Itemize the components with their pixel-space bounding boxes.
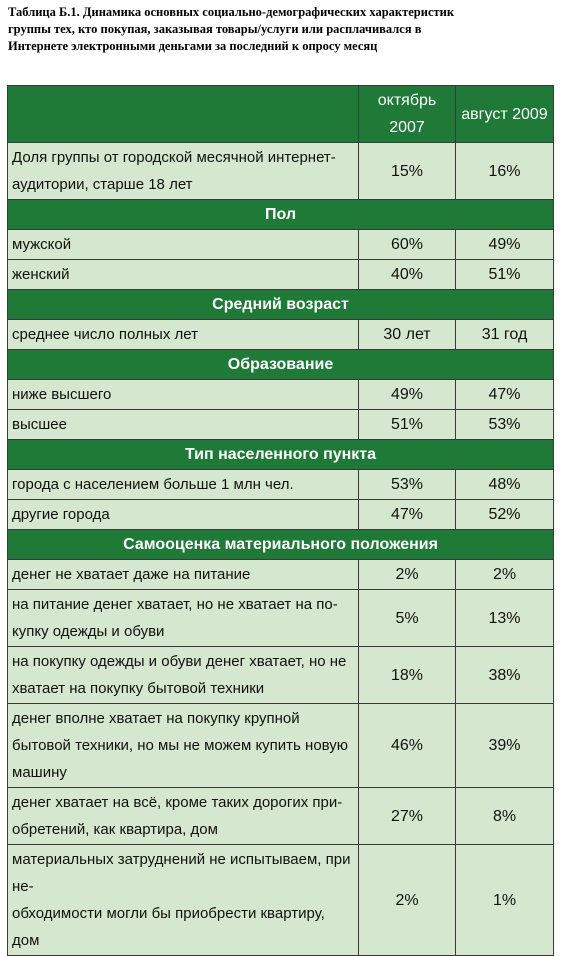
value-cell: 39% <box>455 703 554 788</box>
value-cell: 40% <box>358 259 456 290</box>
row-label: Доля группы от городской месячной интерн… <box>7 142 359 200</box>
value-cell: 2% <box>455 559 554 590</box>
column-header: октябрь 2007 <box>358 85 456 143</box>
value-cell: 16% <box>455 142 554 200</box>
data-row: на покупку одежды и обуви денег хватает,… <box>7 646 554 704</box>
data-row: мужской 60% 49% <box>7 229 554 260</box>
section-title: Тип населенного пункта <box>7 439 554 470</box>
data-row: города с населением больше 1 млн чел. 53%… <box>7 469 554 500</box>
data-row: денег не хватает даже на питание 2% 2% <box>7 559 554 590</box>
value-cell: 27% <box>358 787 456 845</box>
row-label: ниже высшего <box>7 379 359 410</box>
value-cell: 49% <box>358 379 456 410</box>
page: Таблица Б.1. Динамика основных социально… <box>7 5 554 956</box>
row-label: мужской <box>7 229 359 260</box>
value-cell: 53% <box>358 469 456 500</box>
section-title: Средний возраст <box>7 289 554 320</box>
value-cell: 47% <box>455 379 554 410</box>
row-label: среднее число полных лет <box>7 319 359 350</box>
section-title: Образование <box>7 349 554 380</box>
row-label: денег не хватает даже на питание <box>7 559 359 590</box>
data-row: Доля группы от городской месячной интерн… <box>7 142 554 200</box>
table-title: Таблица Б.1. Динамика основных социально… <box>8 5 455 53</box>
value-cell: 18% <box>358 646 456 704</box>
value-cell: 47% <box>358 499 456 530</box>
value-cell: 51% <box>455 259 554 290</box>
row-label: денег хватает на всё, кроме таких дороги… <box>7 787 359 845</box>
row-label: другие города <box>7 499 359 530</box>
data-row: среднее число полных лет 30 лет 31 год <box>7 319 554 350</box>
column-header: август 2009 <box>455 85 554 143</box>
value-cell: 49% <box>455 229 554 260</box>
row-label: на покупку одежды и обуви денег хватает,… <box>7 646 359 704</box>
header-row: октябрь 2007 август 2009 <box>7 85 554 143</box>
data-row: материальных затруднений не испытываем, … <box>7 844 554 956</box>
value-cell: 51% <box>358 409 456 440</box>
value-cell: 1% <box>455 844 554 956</box>
row-label: денег вполне хватает на покупку крупной … <box>7 703 359 788</box>
value-cell: 13% <box>455 589 554 647</box>
row-label: высшее <box>7 409 359 440</box>
value-cell: 31 год <box>455 319 554 350</box>
row-label: женский <box>7 259 359 290</box>
section-row: Тип населенного пункта <box>7 439 554 470</box>
header-cell <box>7 85 359 143</box>
value-cell: 2% <box>358 844 456 956</box>
section-title: Самооценка материального положения <box>7 529 554 560</box>
table-body: октябрь 2007 август 2009 Доля группы от го… <box>7 85 554 956</box>
value-cell: 46% <box>358 703 456 788</box>
value-cell: 2% <box>358 559 456 590</box>
value-cell: 48% <box>455 469 554 500</box>
section-row: Пол <box>7 199 554 230</box>
value-cell: 60% <box>358 229 456 260</box>
data-row: ниже высшего 49% 47% <box>7 379 554 410</box>
value-cell: 53% <box>455 409 554 440</box>
data-row: женский 40% 51% <box>7 259 554 290</box>
data-row: на питание денег хватает, но не хватает … <box>7 589 554 647</box>
section-title: Пол <box>7 199 554 230</box>
data-row: другие города 47% 52% <box>7 499 554 530</box>
section-row: Образование <box>7 349 554 380</box>
value-cell: 15% <box>358 142 456 200</box>
row-label: материальных затруднений не испытываем, … <box>7 844 359 956</box>
section-row: Самооценка материального положения <box>7 529 554 560</box>
value-cell: 52% <box>455 499 554 530</box>
row-label: на питание денег хватает, но не хватает … <box>7 589 359 647</box>
value-cell: 5% <box>358 589 456 647</box>
data-table: октябрь 2007 август 2009 Доля группы от го… <box>7 85 554 956</box>
value-cell: 30 лет <box>358 319 456 350</box>
value-cell: 38% <box>455 646 554 704</box>
data-row: денег вполне хватает на покупку крупной … <box>7 703 554 788</box>
data-row: высшее 51% 53% <box>7 409 554 440</box>
row-label: города с населением больше 1 млн чел. <box>7 469 359 500</box>
value-cell: 8% <box>455 787 554 845</box>
section-row: Средний возраст <box>7 289 554 320</box>
data-row: денег хватает на всё, кроме таких дороги… <box>7 787 554 845</box>
